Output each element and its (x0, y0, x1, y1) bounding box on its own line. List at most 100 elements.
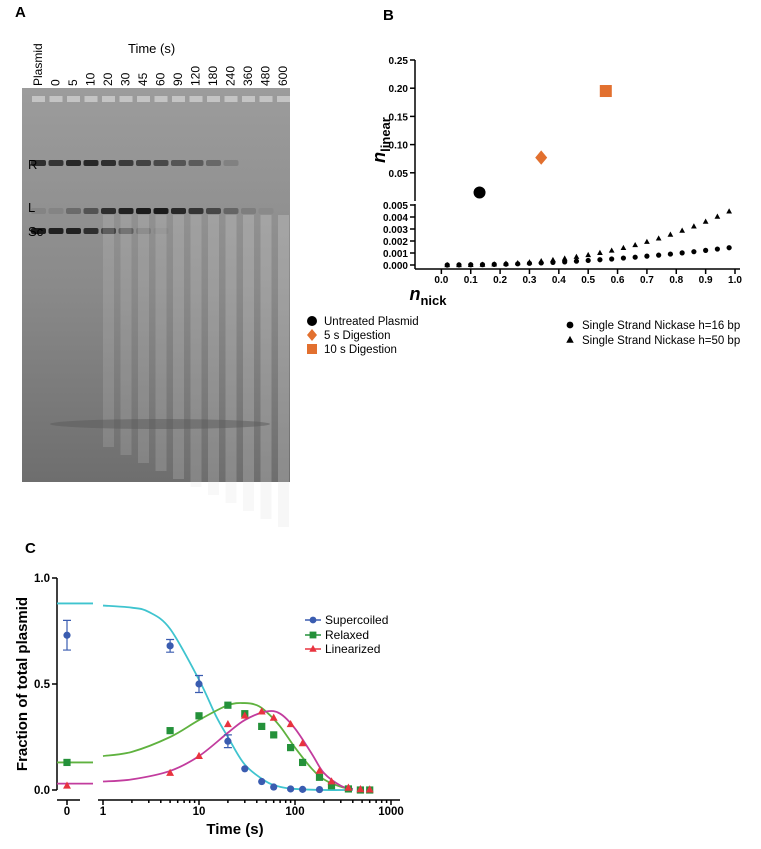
gel-band (66, 208, 81, 214)
gel-well (119, 96, 133, 102)
legend-label: 5 s Digestion (324, 330, 390, 342)
gel-well (137, 96, 150, 102)
y-axis-title: nlinear (369, 117, 393, 163)
gel-smear (138, 215, 149, 463)
gel-band (223, 160, 239, 166)
gel-band (223, 208, 239, 214)
axis-title-sub: nick (420, 293, 447, 308)
gel-well (259, 96, 273, 102)
gel-smear (120, 215, 132, 455)
point (240, 711, 249, 719)
y-tick-label: 0.10 (389, 141, 409, 152)
legend-label: 10 s Digestion (324, 344, 397, 356)
gel-band (48, 160, 64, 166)
point (327, 782, 336, 790)
point (315, 773, 324, 781)
gel-well (172, 96, 185, 102)
lane-label: 30 (119, 72, 133, 86)
legend-marker (307, 316, 317, 326)
x-tick-label: 0.6 (611, 275, 625, 286)
y-tick-label: 0.004 (383, 213, 408, 224)
point (287, 785, 295, 793)
x-tick-label: 0.4 (552, 275, 566, 286)
gel-band (31, 160, 46, 166)
y-tick-label: 0.15 (389, 112, 409, 123)
x-tick-label: 0.1 (464, 275, 478, 286)
gel-band (118, 228, 134, 234)
gel-smear (155, 215, 167, 471)
panel-label: A (15, 4, 26, 21)
lane-label: 600 (276, 66, 290, 86)
gel-well (84, 96, 98, 102)
x-tick-label: 0.9 (699, 275, 713, 286)
y-tick-label: 0.000 (383, 261, 408, 272)
gel-band (48, 228, 64, 234)
axis-title-main: n (409, 284, 420, 304)
point (599, 85, 612, 98)
gel-band (83, 160, 99, 166)
gel-band (66, 228, 81, 234)
y-tick-label: 0.005 (383, 201, 408, 212)
point (667, 251, 674, 257)
legend-marker (307, 344, 317, 354)
point (479, 261, 486, 267)
gel-well (49, 96, 63, 102)
legend-marker (307, 329, 317, 341)
legend-label: Relaxed (325, 628, 369, 642)
gel-band (171, 208, 186, 214)
x-tick-label: 0.2 (493, 275, 507, 286)
lane-label: Plasmid (31, 43, 45, 86)
gel-well (67, 96, 80, 102)
x-axis-title: nnick (409, 284, 447, 308)
gel-well (242, 96, 255, 102)
x-tick-label: 1 (100, 806, 107, 818)
point (223, 719, 232, 728)
point (63, 631, 71, 639)
x-axis-title: Time (s) (206, 821, 263, 838)
point (703, 247, 709, 253)
point (166, 768, 175, 776)
point (258, 722, 266, 730)
point (514, 259, 521, 266)
x-tick-label: 0.5 (581, 275, 595, 286)
lane-label: 60 (154, 72, 168, 86)
gel-band (66, 160, 81, 166)
x-tick-label: 0.3 (523, 275, 537, 286)
gel-band (258, 208, 274, 214)
point (644, 238, 650, 244)
point (298, 739, 307, 747)
gel-band (101, 228, 116, 234)
lane-label: 5 (66, 79, 80, 86)
gel-band (136, 228, 151, 234)
y-tick-label: 1.0 (34, 573, 50, 585)
point (344, 783, 353, 791)
gel-band (83, 228, 99, 234)
point (620, 255, 627, 261)
gel-band (188, 160, 204, 166)
point (526, 259, 533, 265)
point (491, 261, 498, 267)
gel-band (31, 208, 46, 214)
legend-marker (309, 616, 317, 624)
lane-label: 240 (224, 66, 238, 86)
lane-label: 45 (136, 72, 150, 86)
point (597, 257, 603, 263)
point (503, 260, 509, 266)
gel-band (31, 228, 46, 234)
axis-title-main: n (369, 152, 389, 163)
point (597, 249, 603, 255)
gel-well (189, 96, 203, 102)
y-axis-title: Fraction of total plasmid (14, 597, 31, 771)
gel-well (32, 96, 45, 102)
point (327, 777, 336, 785)
point (286, 719, 295, 728)
legend-marker (566, 321, 574, 329)
point (620, 244, 627, 251)
point (241, 765, 249, 773)
point (299, 785, 307, 793)
gel-band (206, 208, 221, 214)
panel-label: B (383, 7, 394, 24)
gel-band (83, 208, 99, 214)
point (632, 254, 638, 260)
